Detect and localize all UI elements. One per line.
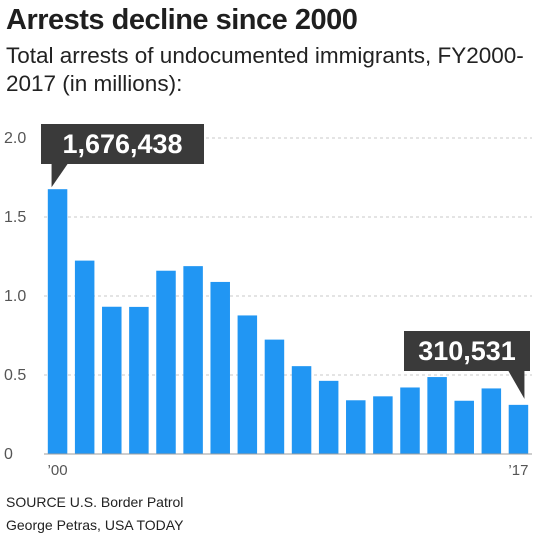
- bar-2013: [400, 387, 420, 454]
- x-axis-ticks: ’00 ’17: [48, 462, 529, 479]
- y-tick-label: 0: [4, 446, 13, 463]
- bar-2015: [454, 400, 474, 454]
- bar-2005: [183, 266, 203, 454]
- callout-label: 1,676,438: [62, 129, 182, 159]
- bar-2012: [373, 396, 393, 454]
- callout-2017: 310,531: [404, 331, 530, 399]
- bar-2000: [47, 189, 68, 454]
- y-axis-ticks: 0 0.5 1.0 1.5 2.0: [4, 130, 26, 463]
- source-text: SOURCE U.S. Border Patrol: [6, 494, 184, 510]
- bar-2017: [508, 404, 529, 454]
- chart-subtitle: Total arrests of undocumented immigrants…: [6, 43, 524, 96]
- annotations: 1,676,438 310,531: [41, 124, 530, 399]
- x-tick-label-last: ’17: [508, 462, 528, 479]
- callout-2000: 1,676,438: [41, 124, 204, 188]
- y-tick-label: 2.0: [4, 130, 26, 147]
- bar-2007: [237, 315, 258, 454]
- callout-label: 310,531: [418, 336, 516, 366]
- bar-2010: [318, 380, 339, 454]
- y-tick-label: 0.5: [4, 367, 26, 384]
- y-tick-label: 1.5: [4, 209, 26, 226]
- x-tick-label-first: ’00: [48, 462, 68, 479]
- bar-2009: [291, 366, 312, 454]
- bars: [47, 189, 529, 454]
- bar-2003: [129, 306, 149, 454]
- bar-2002: [102, 306, 122, 454]
- chart-title: Arrests decline since 2000: [6, 4, 358, 36]
- bar-2016: [481, 388, 502, 454]
- source-note: SOURCE U.S. Border Patrol George Petras,…: [6, 491, 183, 537]
- bar-2006: [210, 281, 230, 454]
- bar-2008: [264, 339, 285, 454]
- credit-text: George Petras, USA TODAY: [6, 517, 184, 533]
- bar-2004: [156, 270, 176, 454]
- bar-2011: [346, 400, 366, 454]
- bar-2001: [74, 260, 95, 454]
- y-tick-label: 1.0: [4, 288, 26, 305]
- bar-2014: [427, 377, 447, 454]
